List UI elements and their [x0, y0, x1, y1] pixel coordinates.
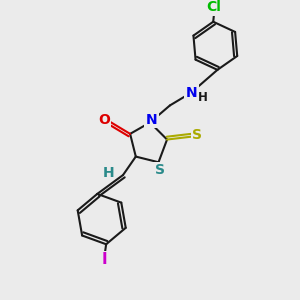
Text: I: I	[102, 252, 107, 267]
Text: N: N	[146, 113, 157, 127]
Text: S: S	[192, 128, 203, 142]
Text: H: H	[102, 166, 114, 180]
Text: N: N	[185, 86, 197, 100]
Text: O: O	[98, 113, 109, 127]
Text: S: S	[155, 163, 165, 177]
Text: H: H	[198, 91, 208, 104]
Text: Cl: Cl	[207, 0, 221, 14]
